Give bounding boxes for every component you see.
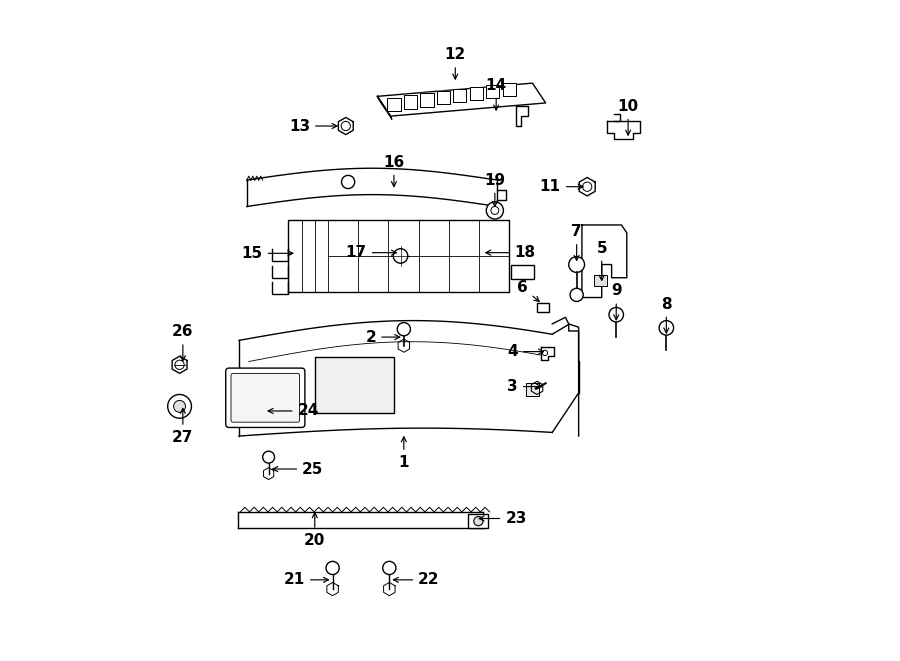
Text: 8: 8 [661, 297, 671, 333]
Polygon shape [486, 85, 500, 98]
Polygon shape [288, 219, 509, 292]
Circle shape [393, 249, 408, 263]
Text: 10: 10 [617, 98, 639, 135]
Circle shape [659, 321, 673, 335]
Text: 2: 2 [365, 330, 400, 344]
FancyBboxPatch shape [231, 373, 300, 422]
Text: 16: 16 [383, 155, 405, 186]
Polygon shape [387, 98, 400, 111]
Polygon shape [516, 106, 527, 126]
Polygon shape [454, 89, 466, 102]
Bar [526, 383, 539, 397]
Circle shape [382, 561, 396, 574]
Polygon shape [470, 87, 483, 100]
Circle shape [263, 451, 274, 463]
Circle shape [175, 360, 184, 369]
Text: 24: 24 [268, 403, 319, 418]
Text: 6: 6 [518, 280, 539, 301]
Text: 20: 20 [304, 513, 326, 548]
Text: 5: 5 [597, 241, 607, 280]
Text: 1: 1 [399, 437, 410, 470]
Polygon shape [377, 97, 392, 120]
Polygon shape [377, 83, 545, 116]
Bar [594, 275, 607, 286]
Text: 22: 22 [393, 572, 439, 588]
Circle shape [341, 122, 350, 131]
Text: 26: 26 [172, 325, 194, 361]
Circle shape [486, 202, 503, 219]
Polygon shape [436, 91, 450, 104]
Circle shape [341, 175, 355, 188]
Text: 3: 3 [508, 379, 542, 394]
Text: 7: 7 [572, 224, 582, 260]
Circle shape [570, 288, 583, 301]
Bar [537, 303, 549, 312]
Circle shape [167, 395, 192, 418]
Polygon shape [582, 225, 626, 297]
Bar [469, 514, 489, 528]
Polygon shape [503, 83, 516, 96]
Text: 21: 21 [284, 572, 328, 588]
Circle shape [397, 323, 410, 336]
Text: 15: 15 [241, 246, 292, 261]
Circle shape [609, 307, 624, 322]
Bar [315, 357, 394, 413]
Polygon shape [238, 512, 483, 528]
Text: 25: 25 [273, 461, 323, 477]
Polygon shape [580, 177, 595, 196]
Polygon shape [607, 121, 640, 139]
Text: 19: 19 [484, 173, 506, 206]
Text: 17: 17 [346, 245, 396, 260]
Polygon shape [420, 93, 434, 106]
Polygon shape [404, 95, 417, 108]
Text: 14: 14 [486, 77, 507, 110]
Circle shape [473, 516, 483, 525]
Text: 13: 13 [289, 118, 338, 134]
Text: 11: 11 [540, 179, 583, 194]
Text: 27: 27 [172, 408, 194, 445]
Text: 23: 23 [479, 511, 526, 526]
Circle shape [569, 256, 585, 272]
Circle shape [174, 401, 185, 412]
Text: 18: 18 [486, 245, 536, 260]
Text: 12: 12 [445, 48, 466, 79]
FancyBboxPatch shape [226, 368, 305, 428]
Text: 4: 4 [508, 344, 544, 359]
Bar [510, 264, 534, 279]
Circle shape [326, 561, 339, 574]
Polygon shape [541, 347, 554, 360]
Text: 9: 9 [611, 284, 622, 320]
